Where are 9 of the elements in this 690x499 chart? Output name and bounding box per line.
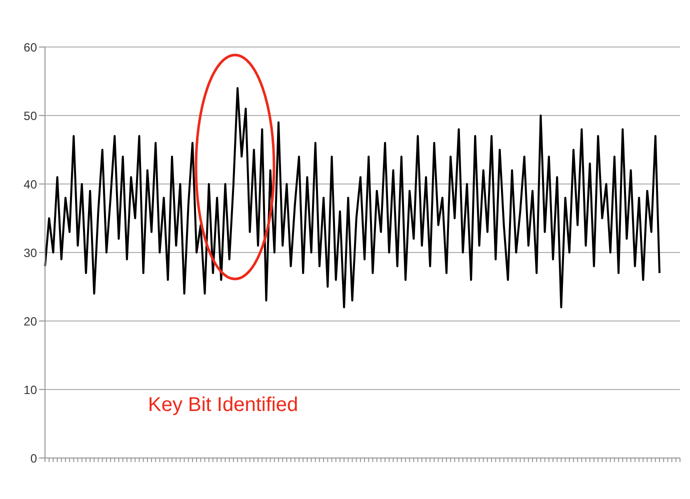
y-tick-label: 10 [24,382,38,397]
y-tick-label: 50 [24,108,38,123]
annotation: Key Bit Identified [148,394,298,417]
y-tick-label: 0 [30,451,38,466]
y-tick-label: 30 [24,246,38,260]
y-tick-label: 40 [24,177,38,192]
line-series [44,87,661,308]
y-tick-label: 20 [24,314,38,328]
y-tick-label: 60 [24,40,38,54]
